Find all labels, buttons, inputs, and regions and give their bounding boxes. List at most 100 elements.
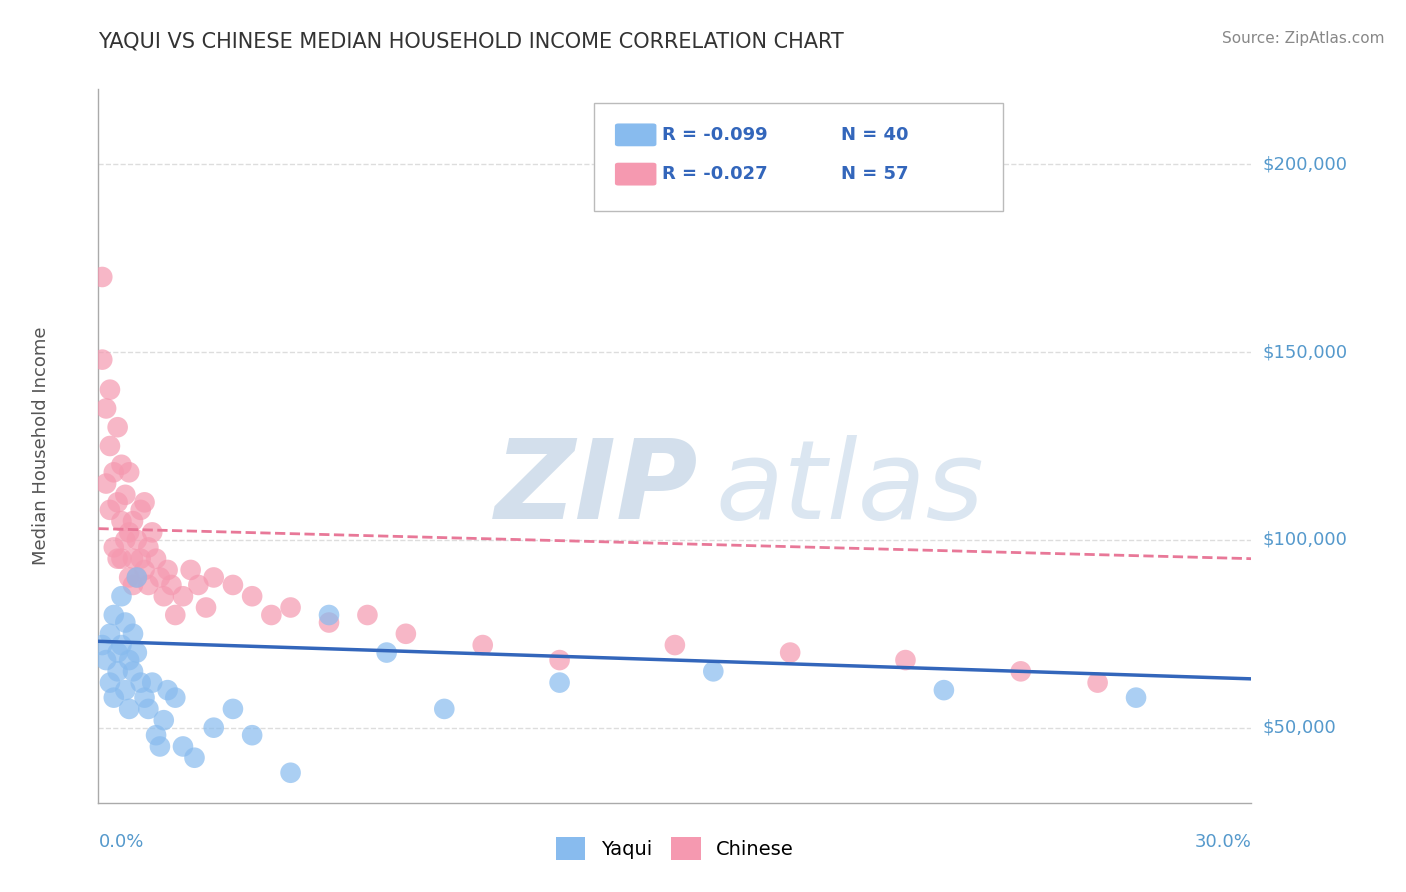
Point — [110, 551, 132, 566]
Point — [156, 683, 179, 698]
Point — [138, 578, 160, 592]
Point — [222, 702, 245, 716]
Point — [138, 541, 160, 555]
Text: $100,000: $100,000 — [1263, 531, 1347, 549]
Point — [129, 675, 152, 690]
Point — [114, 488, 136, 502]
Point — [103, 465, 125, 479]
Text: N = 57: N = 57 — [841, 165, 908, 183]
Point — [134, 563, 156, 577]
Point — [318, 607, 340, 622]
Point — [240, 589, 263, 603]
Point — [356, 607, 378, 622]
Point — [118, 653, 141, 667]
Point — [152, 589, 174, 603]
Text: $50,000: $50,000 — [1263, 719, 1336, 737]
Text: N = 40: N = 40 — [841, 126, 908, 144]
Point — [110, 458, 132, 472]
Point — [118, 570, 141, 584]
Point — [110, 638, 132, 652]
Text: ZIP: ZIP — [495, 435, 697, 542]
Text: YAQUI VS CHINESE MEDIAN HOUSEHOLD INCOME CORRELATION CHART: YAQUI VS CHINESE MEDIAN HOUSEHOLD INCOME… — [98, 31, 844, 51]
Point — [894, 653, 917, 667]
Point — [107, 551, 129, 566]
Point — [118, 465, 141, 479]
Point — [103, 541, 125, 555]
Text: 30.0%: 30.0% — [1195, 833, 1251, 851]
Text: Source: ZipAtlas.com: Source: ZipAtlas.com — [1222, 31, 1385, 46]
Point — [160, 578, 183, 592]
Point — [240, 728, 263, 742]
Point — [114, 683, 136, 698]
Point — [149, 570, 172, 584]
Point — [187, 578, 209, 592]
FancyBboxPatch shape — [595, 103, 1004, 211]
Point — [172, 589, 194, 603]
Point — [1010, 665, 1032, 679]
Point — [548, 675, 571, 690]
FancyBboxPatch shape — [614, 123, 657, 146]
Point — [98, 627, 121, 641]
Point — [664, 638, 686, 652]
Point — [141, 525, 163, 540]
Point — [779, 646, 801, 660]
Text: $200,000: $200,000 — [1263, 155, 1347, 173]
Point — [156, 563, 179, 577]
Point — [107, 646, 129, 660]
Point — [202, 570, 225, 584]
Point — [91, 352, 114, 367]
Point — [134, 495, 156, 509]
Point — [702, 665, 724, 679]
Text: Median Household Income: Median Household Income — [32, 326, 49, 566]
Point — [103, 607, 125, 622]
Point — [260, 607, 283, 622]
Text: $150,000: $150,000 — [1263, 343, 1347, 361]
Point — [548, 653, 571, 667]
Point — [395, 627, 418, 641]
Point — [122, 627, 145, 641]
Point — [94, 401, 117, 416]
FancyBboxPatch shape — [614, 162, 657, 186]
Point — [94, 653, 117, 667]
Point — [122, 665, 145, 679]
Point — [125, 570, 148, 584]
Point — [145, 728, 167, 742]
Point — [98, 675, 121, 690]
Point — [103, 690, 125, 705]
Point — [91, 638, 114, 652]
Point — [433, 702, 456, 716]
Point — [318, 615, 340, 630]
Point — [122, 551, 145, 566]
Text: atlas: atlas — [716, 435, 984, 542]
Point — [202, 721, 225, 735]
Legend: Yaqui, Chinese: Yaqui, Chinese — [548, 829, 801, 868]
Point — [149, 739, 172, 754]
Point — [134, 690, 156, 705]
Point — [107, 420, 129, 434]
Point — [932, 683, 955, 698]
Point — [98, 383, 121, 397]
Point — [122, 578, 145, 592]
Point — [125, 646, 148, 660]
Text: R = -0.099: R = -0.099 — [662, 126, 768, 144]
Point — [94, 476, 117, 491]
Point — [180, 563, 202, 577]
Point — [195, 600, 218, 615]
Point — [110, 514, 132, 528]
Point — [114, 533, 136, 547]
Point — [280, 765, 302, 780]
Text: 0.0%: 0.0% — [98, 833, 143, 851]
Point — [375, 646, 398, 660]
Point — [118, 702, 141, 716]
Point — [280, 600, 302, 615]
Point — [129, 503, 152, 517]
Point — [98, 439, 121, 453]
Point — [1125, 690, 1147, 705]
Point — [183, 750, 205, 764]
Point — [165, 607, 187, 622]
Point — [91, 270, 114, 285]
Point — [107, 665, 129, 679]
Point — [471, 638, 494, 652]
Point — [118, 525, 141, 540]
Point — [138, 702, 160, 716]
